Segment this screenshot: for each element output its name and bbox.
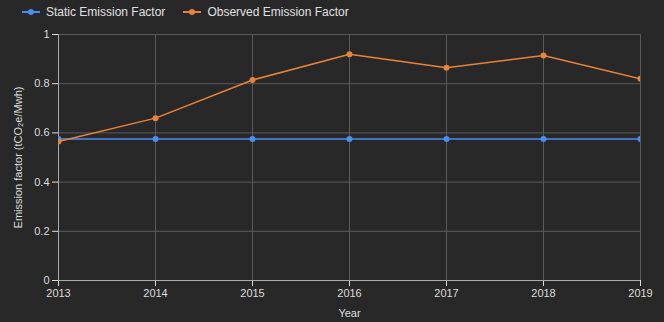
svg-text:0: 0: [43, 274, 49, 286]
svg-text:2015: 2015: [240, 287, 264, 299]
svg-text:2017: 2017: [434, 287, 458, 299]
svg-text:Year: Year: [338, 307, 361, 319]
html-text:Observed Emission Factor: Observed Emission Factor: [207, 5, 349, 19]
html-text:Static Emission Factor: Static Emission Factor: [46, 5, 166, 19]
svg-text:0.8: 0.8: [34, 77, 49, 89]
svg-text:2019: 2019: [628, 287, 652, 299]
svg-text:0.4: 0.4: [34, 176, 49, 188]
svg-text:2014: 2014: [143, 287, 167, 299]
svg-text:2018: 2018: [531, 287, 555, 299]
svg-text:1: 1: [43, 28, 49, 40]
svg-text:0.2: 0.2: [34, 225, 49, 237]
svg-text:2013: 2013: [46, 287, 70, 299]
svg-text:0.6: 0.6: [34, 126, 49, 138]
svg-text:2016: 2016: [337, 287, 361, 299]
svg-text:Emission factor (tCO₂e/Mwh): Emission factor (tCO₂e/Mwh): [12, 87, 24, 229]
